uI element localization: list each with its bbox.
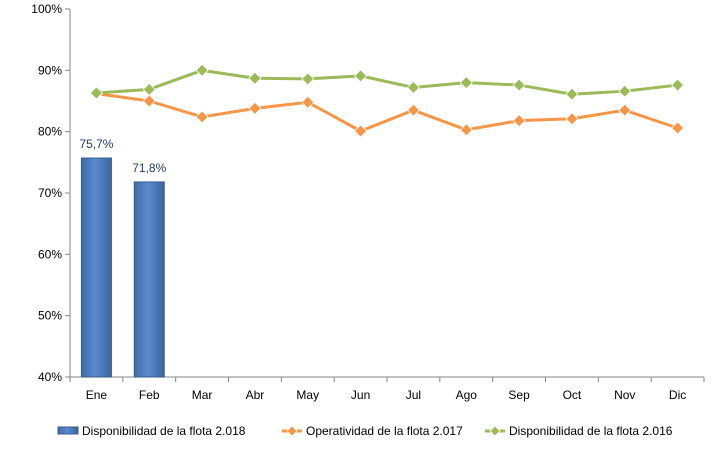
line-point [671, 121, 685, 135]
legend: Disponibilidad de la flota 2.018 Operativ… [57, 424, 673, 438]
legend-label: Operatividad de la flota 2.017 [306, 424, 463, 438]
line-point [565, 112, 579, 126]
line-point [618, 103, 632, 117]
line-point [142, 82, 156, 96]
y-tick-label: 100% [31, 2, 62, 16]
legend-swatch [57, 426, 79, 435]
y-tick-label: 70% [38, 186, 62, 200]
y-tick-label: 50% [38, 309, 62, 323]
line-point [406, 80, 420, 95]
line-point [354, 69, 368, 83]
bar [80, 157, 112, 378]
line-point [89, 86, 103, 100]
bar-data-label: 71,8% [132, 161, 166, 175]
line-point [618, 84, 632, 98]
y-tick-label: 80% [38, 125, 62, 139]
axes: 40% 50% 60% 70% 80% 90% 100% Ene Feb Mar Abr May Jun… [31, 2, 705, 402]
x-tick-label: Jun [351, 388, 370, 402]
x-tick-label: Sep [508, 388, 530, 402]
line-point [354, 124, 368, 138]
line-point [406, 103, 420, 117]
x-tick-label: Mar [192, 388, 213, 402]
line-point [301, 72, 315, 86]
x-tick-label: Ene [86, 388, 108, 402]
series-line [96, 92, 679, 133]
x-tick-label: Jul [406, 388, 421, 402]
bar-data-label: 75,7% [79, 137, 113, 151]
x-tick-label: Nov [614, 388, 635, 402]
bar-series [80, 157, 165, 378]
line-point [195, 110, 209, 124]
line-point [195, 63, 209, 77]
line-point [248, 101, 262, 115]
legend-label: Disponibilidad de la flota 2.018 [82, 424, 246, 438]
legend-marker [286, 425, 298, 437]
series-line [96, 68, 678, 96]
line-point [671, 78, 685, 92]
legend-marker [489, 425, 501, 437]
line-point [459, 76, 473, 90]
legend-label: Disponibilidad de la flota 2.016 [509, 424, 673, 438]
x-tick-label: Feb [139, 388, 160, 402]
line-point [512, 114, 526, 128]
data-labels: 75,7% 71,8% [79, 137, 166, 175]
line-point [301, 95, 315, 109]
line-point [512, 78, 526, 92]
line-point [459, 123, 473, 137]
y-tick-label: 60% [38, 247, 62, 261]
line-point [142, 94, 156, 108]
x-tick-label: Dic [669, 388, 686, 402]
x-tick-label: May [296, 388, 319, 402]
y-tick-label: 40% [38, 370, 62, 384]
line-series [89, 63, 685, 138]
y-tick-label: 90% [38, 63, 62, 77]
line-point [565, 87, 579, 101]
x-tick-label: Abr [246, 388, 265, 402]
bar [133, 181, 165, 378]
line-point [248, 71, 262, 85]
x-tick-label: Ago [456, 388, 478, 402]
x-tick-label: Oct [563, 388, 582, 402]
